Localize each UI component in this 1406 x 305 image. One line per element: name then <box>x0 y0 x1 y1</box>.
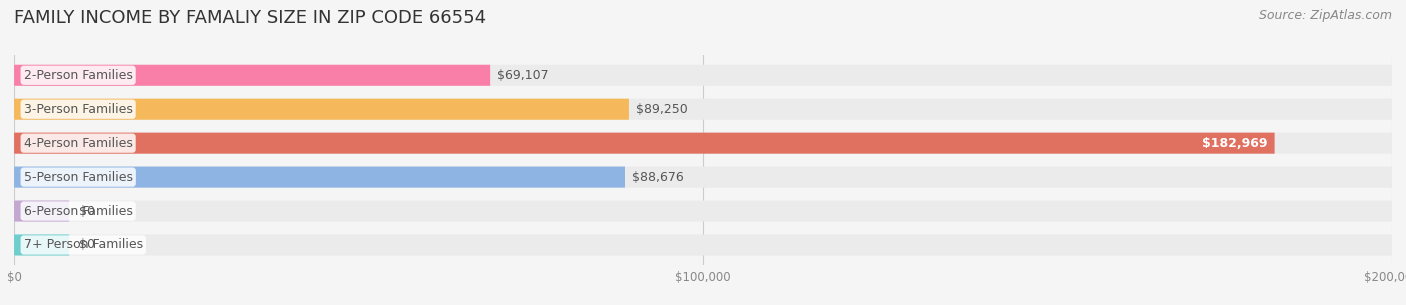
Text: $0: $0 <box>79 205 94 217</box>
Text: 3-Person Families: 3-Person Families <box>24 103 132 116</box>
Text: 6-Person Families: 6-Person Families <box>24 205 132 217</box>
FancyBboxPatch shape <box>14 65 1392 86</box>
FancyBboxPatch shape <box>14 200 69 221</box>
Text: $182,969: $182,969 <box>1202 137 1268 150</box>
FancyBboxPatch shape <box>14 99 1392 120</box>
FancyBboxPatch shape <box>14 133 1275 154</box>
Text: 2-Person Families: 2-Person Families <box>24 69 132 82</box>
Text: $88,676: $88,676 <box>631 170 683 184</box>
FancyBboxPatch shape <box>14 235 69 256</box>
FancyBboxPatch shape <box>14 235 1392 256</box>
Text: $69,107: $69,107 <box>498 69 548 82</box>
FancyBboxPatch shape <box>14 133 1392 154</box>
Text: 5-Person Families: 5-Person Families <box>24 170 132 184</box>
FancyBboxPatch shape <box>14 65 491 86</box>
FancyBboxPatch shape <box>14 167 626 188</box>
Text: $89,250: $89,250 <box>636 103 688 116</box>
FancyBboxPatch shape <box>14 99 628 120</box>
FancyBboxPatch shape <box>14 167 1392 188</box>
FancyBboxPatch shape <box>14 200 1392 221</box>
Text: FAMILY INCOME BY FAMALIY SIZE IN ZIP CODE 66554: FAMILY INCOME BY FAMALIY SIZE IN ZIP COD… <box>14 9 486 27</box>
Text: $0: $0 <box>79 239 94 252</box>
Text: Source: ZipAtlas.com: Source: ZipAtlas.com <box>1258 9 1392 22</box>
Text: 7+ Person Families: 7+ Person Families <box>24 239 143 252</box>
Text: 4-Person Families: 4-Person Families <box>24 137 132 150</box>
